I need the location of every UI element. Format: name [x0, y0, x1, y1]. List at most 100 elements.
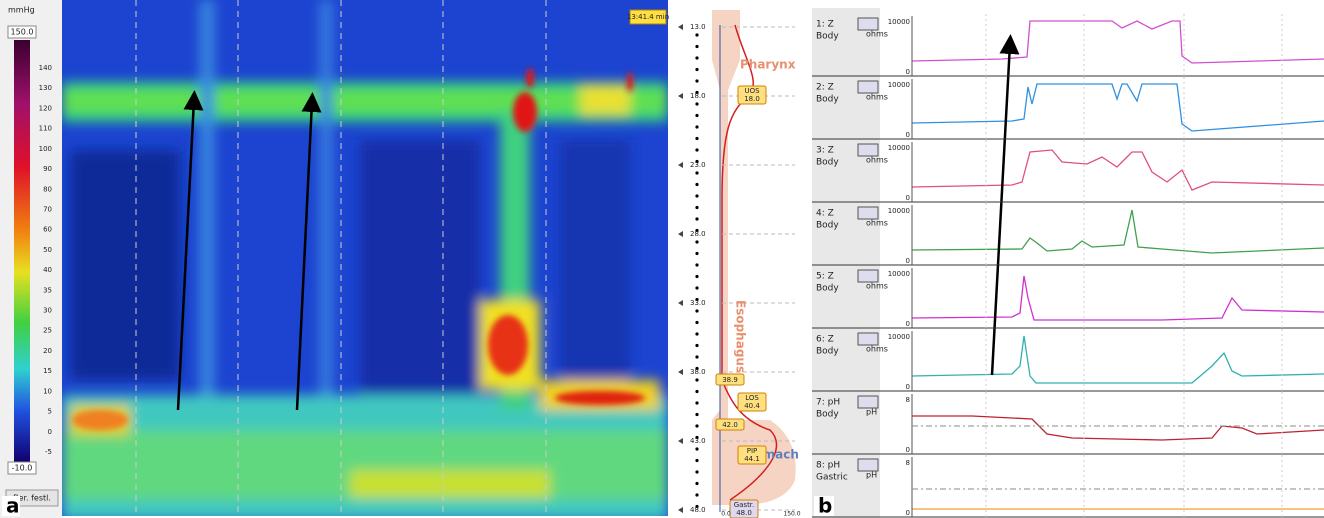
heatmap	[62, 0, 668, 518]
sensor-dot	[695, 447, 698, 450]
channel-site: Body	[816, 347, 839, 357]
colorbar-max: 150.0	[11, 28, 34, 37]
sensor-dot	[695, 194, 698, 197]
channel-site: Gastric	[816, 473, 848, 483]
colorbar-label: 30	[43, 307, 52, 315]
sensor-dot	[695, 321, 698, 324]
position-label: 38.0	[690, 368, 706, 376]
channel-unit: ohms	[866, 282, 888, 291]
marker-label: LOS	[745, 394, 759, 402]
channel-icon	[858, 144, 878, 156]
y-max: 8	[906, 396, 910, 404]
sensor-dot	[695, 482, 698, 485]
region-label: Pharynx	[740, 58, 796, 72]
marker-value: 44.1	[744, 455, 760, 463]
colorbar-label: 100	[39, 145, 52, 153]
sensor-dot	[695, 493, 698, 496]
channel-site: Body	[816, 95, 839, 105]
channel-name: 8: pH	[816, 461, 840, 471]
channel-icon	[858, 333, 878, 345]
position-label: 28.0	[690, 230, 706, 238]
channel-site: Body	[816, 158, 839, 168]
channel-unit: ohms	[866, 30, 888, 39]
marker-label: UOS	[744, 87, 760, 95]
colorbar-label: 60	[43, 226, 52, 234]
sensor-dot	[695, 137, 698, 140]
channel-name: 6: Z	[816, 335, 834, 345]
colorbar-label: 5	[48, 408, 52, 416]
colorbar-label: 0	[48, 428, 52, 436]
colorbar-label: 15	[43, 367, 52, 375]
channel-name: 4: Z	[816, 209, 834, 219]
sensor-dot	[695, 309, 698, 312]
position-label: 13.0	[690, 23, 706, 31]
channel-name: 5: Z	[816, 272, 834, 282]
colorbar-label: 40	[43, 266, 52, 274]
sensor-dot	[695, 470, 698, 473]
colorbar-panel	[0, 0, 62, 518]
time-label: 13:41.4 min	[627, 13, 669, 21]
channel-icon	[858, 81, 878, 93]
y-max: 10000	[888, 144, 910, 152]
sensor-dot	[695, 424, 698, 427]
sensor-dot	[695, 217, 698, 220]
channel-unit: ohms	[866, 156, 888, 165]
channel-name: 1: Z	[816, 20, 834, 30]
channel-unit: ohms	[866, 219, 888, 228]
channel-site: Body	[816, 410, 839, 420]
sensor-dot	[695, 390, 698, 393]
position-label: 48.0	[690, 506, 706, 514]
y-min: 0	[906, 446, 910, 454]
channel-site: Body	[816, 32, 839, 42]
sensor-dot	[695, 263, 698, 266]
y-max: 10000	[888, 270, 910, 278]
sensor-dot	[695, 102, 698, 105]
sensor-dot	[695, 45, 698, 48]
colorbar	[14, 40, 30, 462]
sensor-dot	[695, 459, 698, 462]
y-min: 0	[906, 131, 910, 139]
channel-icon	[858, 270, 878, 282]
colorbar-label: 25	[43, 327, 52, 335]
marker-value: 38.9	[722, 376, 738, 384]
channel-site: Body	[816, 284, 839, 294]
channel-unit: pH	[866, 471, 877, 480]
sensor-dot	[695, 79, 698, 82]
colorbar-label: 110	[39, 125, 52, 133]
y-min: 0	[906, 194, 910, 202]
colorbar-label: 140	[39, 64, 52, 72]
colorbar-unit: mmHg	[8, 6, 35, 15]
position-label: 43.0	[690, 437, 706, 445]
marker-label: PIP	[747, 447, 758, 455]
y-max: 8	[906, 459, 910, 467]
marker-label: Gastr.	[734, 501, 755, 509]
colorbar-label: 120	[39, 104, 52, 112]
sensor-dot	[695, 332, 698, 335]
channel-icon	[858, 396, 878, 408]
channel-unit: pH	[866, 408, 877, 417]
channel-site: Body	[816, 221, 839, 231]
channel-name: 2: Z	[816, 83, 834, 93]
y-min: 0	[906, 257, 910, 265]
sensor-dot	[695, 148, 698, 151]
colorbar-label: 130	[39, 84, 52, 92]
position-label: 33.0	[690, 299, 706, 307]
sensor-dot	[695, 183, 698, 186]
sensor-dot	[695, 286, 698, 289]
marker-value: 40.4	[744, 402, 760, 410]
channel-name: 3: Z	[816, 146, 834, 156]
channel-icon	[858, 207, 878, 219]
channel-unit: ohms	[866, 345, 888, 354]
profile-axis-min: 0.0	[721, 511, 731, 518]
sensor-dot	[695, 240, 698, 243]
y-max: 10000	[888, 333, 910, 341]
region-label: Esophagus	[734, 300, 748, 373]
y-min: 0	[906, 383, 910, 391]
position-label: 23.0	[690, 161, 706, 169]
panel-label: b	[818, 494, 832, 518]
sensor-dot	[695, 378, 698, 381]
colorbar-label: 20	[43, 347, 52, 355]
marker-value: 18.0	[744, 95, 760, 103]
y-min: 0	[906, 320, 910, 328]
sensor-dot	[695, 275, 698, 278]
